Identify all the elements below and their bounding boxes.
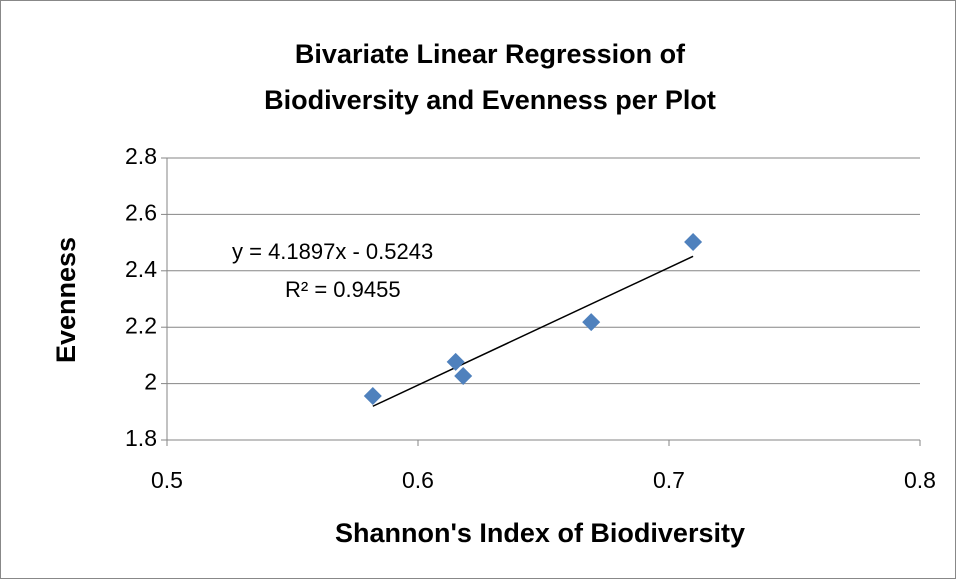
y-tick-label: 2 [144,369,157,395]
x-axis-title: Shannon's Index of Biodiversity [335,518,745,548]
trendline-equation: y = 4.1897x - 0.5243 [232,239,433,264]
x-tick-label: 0.7 [653,467,685,493]
y-tick-label: 1.8 [125,425,157,451]
chart-title: Biodiversity and Evenness per Plot [264,85,716,115]
chart-title: Bivariate Linear Regression of [295,39,686,69]
point [582,313,601,332]
y-axis-title: Evenness [51,237,81,363]
y-tick-label: 2.6 [125,199,157,225]
y-tick-label: 2.2 [125,312,157,338]
r-squared-label: R² = 0.9455 [285,277,401,302]
y-tick-label: 2.8 [125,143,157,169]
point [454,366,473,385]
point [684,233,703,252]
y-tick-label: 2.4 [125,256,157,282]
x-tick-label: 0.5 [151,467,183,493]
trendline [372,255,694,407]
point [446,352,465,371]
point [363,387,382,406]
x-tick-label: 0.6 [402,467,434,493]
x-tick-label: 0.8 [904,467,936,493]
